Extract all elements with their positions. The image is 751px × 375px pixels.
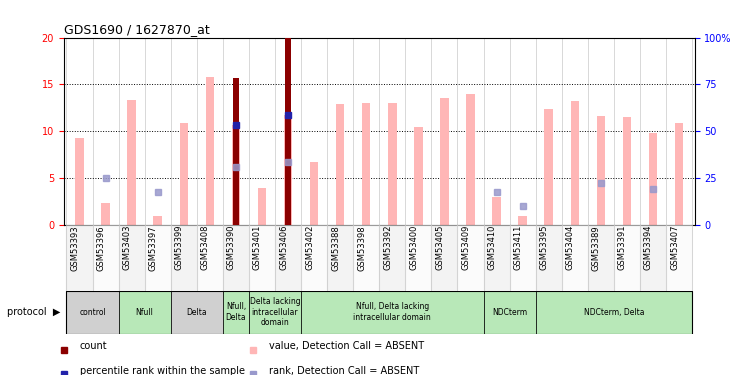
Text: GSM53400: GSM53400 [409,225,418,270]
Bar [284,116,292,225]
Text: GSM53408: GSM53408 [201,225,210,270]
Bar [518,216,527,225]
Text: GSM53409: GSM53409 [462,225,470,270]
Text: GSM53405: GSM53405 [436,225,445,270]
Bar [596,116,605,225]
Bar [101,203,110,225]
Bar [170,291,223,334]
Bar [170,225,197,291]
Text: Nfull: Nfull [136,308,154,316]
Bar [614,225,640,291]
Text: GSM53392: GSM53392 [383,225,392,270]
Bar [249,291,301,334]
Bar [128,100,136,225]
Bar [197,225,223,291]
Bar [231,125,240,225]
Bar [535,225,562,291]
Text: GSM53388: GSM53388 [331,225,340,271]
Text: NDCterm, Delta: NDCterm, Delta [584,308,644,316]
Bar [66,225,92,291]
Bar [457,225,484,291]
Bar [327,225,353,291]
Bar [406,225,431,291]
Text: GSM53390: GSM53390 [227,225,236,270]
Text: Delta lacking
intracellular
domain: Delta lacking intracellular domain [249,297,300,327]
Bar [206,77,214,225]
Bar [640,225,666,291]
Bar [666,225,692,291]
Bar [285,38,291,225]
Bar [233,78,239,225]
Bar [119,225,145,291]
Text: GSM53398: GSM53398 [357,225,366,271]
Text: GSM53402: GSM53402 [305,225,314,270]
Text: GSM53399: GSM53399 [175,225,184,270]
Bar [493,197,501,225]
Bar [223,291,249,334]
Bar [431,225,457,291]
Bar [362,103,370,225]
Bar [623,117,631,225]
Text: GSM53394: GSM53394 [644,225,653,270]
Bar [484,291,535,334]
Bar [544,109,553,225]
Bar [571,101,579,225]
Bar [66,291,119,334]
Text: Nfull,
Delta: Nfull, Delta [225,303,246,322]
Bar [562,225,588,291]
Bar [258,188,266,225]
Text: Nfull, Delta lacking
intracellular domain: Nfull, Delta lacking intracellular domai… [354,303,431,322]
Bar [179,123,188,225]
Bar [145,225,170,291]
Bar [301,225,327,291]
Bar [484,225,510,291]
Text: GSM53410: GSM53410 [487,225,496,270]
Text: GSM53403: GSM53403 [122,225,131,270]
Bar [466,94,475,225]
Bar [414,127,423,225]
Text: GSM53401: GSM53401 [253,225,262,270]
Bar [649,133,657,225]
Bar [119,291,170,334]
Text: GSM53395: GSM53395 [540,225,549,270]
Text: protocol  ▶: protocol ▶ [7,307,60,317]
Bar [275,225,301,291]
Bar [92,225,119,291]
Text: rank, Detection Call = ABSENT: rank, Detection Call = ABSENT [269,366,419,375]
Bar [353,225,379,291]
Text: GSM53396: GSM53396 [97,225,106,271]
Bar [379,225,406,291]
Bar [75,138,83,225]
Text: count: count [80,341,107,351]
Text: GSM53406: GSM53406 [279,225,288,270]
Text: GSM53397: GSM53397 [149,225,158,271]
Text: GSM53389: GSM53389 [592,225,601,271]
Text: Delta: Delta [186,308,207,316]
Text: GDS1690 / 1627870_at: GDS1690 / 1627870_at [64,23,210,36]
Text: value, Detection Call = ABSENT: value, Detection Call = ABSENT [269,341,424,351]
Bar [310,162,318,225]
Bar [249,225,275,291]
Bar [440,99,448,225]
Text: control: control [79,308,106,316]
Bar [675,123,683,225]
Bar [336,104,345,225]
Text: GSM53411: GSM53411 [514,225,523,270]
Text: GSM53391: GSM53391 [618,225,627,270]
Bar [535,291,692,334]
Text: GSM53404: GSM53404 [566,225,575,270]
Text: GSM53393: GSM53393 [71,225,80,271]
Bar [510,225,535,291]
Text: GSM53407: GSM53407 [670,225,679,270]
Text: percentile rank within the sample: percentile rank within the sample [80,366,245,375]
Bar [301,291,484,334]
Bar [588,225,614,291]
Bar [388,103,397,225]
Text: NDCterm: NDCterm [492,308,527,316]
Bar [153,216,162,225]
Bar [223,225,249,291]
